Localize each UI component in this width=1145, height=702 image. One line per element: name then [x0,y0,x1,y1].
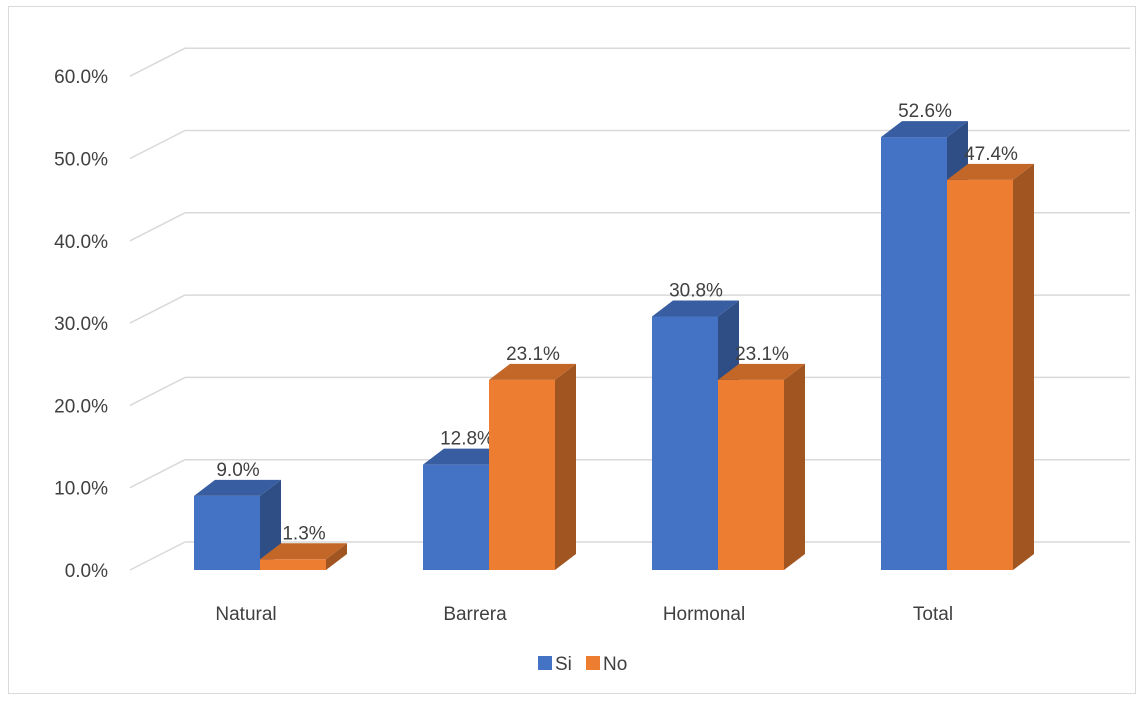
y-tick-label: 30.0% [54,314,108,335]
gridline-depth [129,459,186,489]
x-tick-label: Hormonal [663,604,745,625]
x-tick-label: Natural [215,604,276,625]
legend-swatch-si [538,656,552,670]
x-tick-label: Total [913,604,953,625]
y-tick-label: 0.0% [65,561,108,582]
bar-side [784,363,805,570]
bar-top [489,363,576,380]
bar-si [194,495,260,570]
bar-side [555,363,576,570]
bar-top [194,479,281,496]
y-tick-label: 60.0% [54,67,108,88]
data-label: 23.1% [735,344,789,365]
data-label: 12.8% [440,429,494,450]
bar-no [489,379,555,570]
gridline-depth [129,294,186,324]
y-tick-label: 10.0% [54,479,108,500]
data-label: 30.8% [669,281,723,302]
bar-no [260,559,326,570]
bar-si [652,316,718,570]
legend-label-si: Si [555,654,572,675]
bar-top [881,121,968,138]
bar-top [260,543,347,560]
gridline-depth [129,47,186,77]
data-label: 9.0% [216,460,259,481]
data-label: 1.3% [282,523,325,544]
bar-side [326,543,347,570]
bar-top [718,363,805,380]
gridline-depth [129,541,186,571]
gridline-depth [129,212,186,242]
bar-no [947,179,1013,570]
legend-label-no: No [603,654,627,675]
bar-si [881,137,947,571]
gridline-depth [129,376,186,407]
x-tick-label: Barrera [443,604,507,625]
bar-top [652,300,739,317]
data-label: 23.1% [506,344,560,365]
bar-no [718,379,784,570]
bar-top [947,163,1034,180]
bar-side [1013,163,1034,570]
y-tick-label: 20.0% [54,396,108,417]
data-label: 47.4% [964,144,1018,165]
y-tick-label: 50.0% [54,150,108,171]
legend-swatch-no [586,656,600,670]
bar-top [423,448,510,465]
data-label: 52.6% [898,101,952,122]
gridline-depth [129,129,186,160]
bar-si [423,464,489,570]
y-tick-label: 40.0% [54,232,108,253]
chart-frame [8,6,1136,694]
